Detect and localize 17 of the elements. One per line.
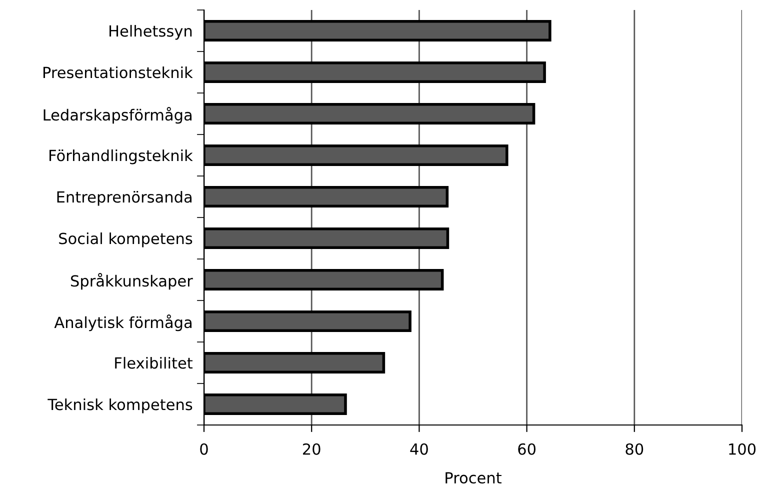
x-tick-label: 0 bbox=[200, 443, 208, 455]
x-tick-label: 40 bbox=[410, 443, 428, 455]
y-tick-label: Ledarskapsförmåga bbox=[44, 107, 192, 124]
x-tick-label: 60 bbox=[518, 443, 536, 455]
y-tick-label: Presentationsteknik bbox=[43, 66, 193, 78]
y-tick-label: Språkkunskaper bbox=[70, 273, 193, 290]
y-tick-label: Teknisk kompetens bbox=[48, 398, 192, 414]
x-tick-label: 80 bbox=[626, 443, 644, 455]
y-tick-label: Analytisk förmåga bbox=[54, 314, 192, 332]
y-tick-label: Entreprenörsanda bbox=[57, 190, 192, 206]
x-axis-title: Procent bbox=[446, 472, 502, 484]
y-tick-label: Helhetssyn bbox=[110, 24, 192, 40]
y-tick-label: Förhandlingsteknik bbox=[50, 149, 193, 164]
x-tick-label: 20 bbox=[303, 443, 320, 455]
x-tick-label: 100 bbox=[729, 443, 756, 455]
y-tick-label: Flexibilitet bbox=[115, 356, 193, 369]
y-tick-label: Social kompetens bbox=[59, 232, 192, 248]
